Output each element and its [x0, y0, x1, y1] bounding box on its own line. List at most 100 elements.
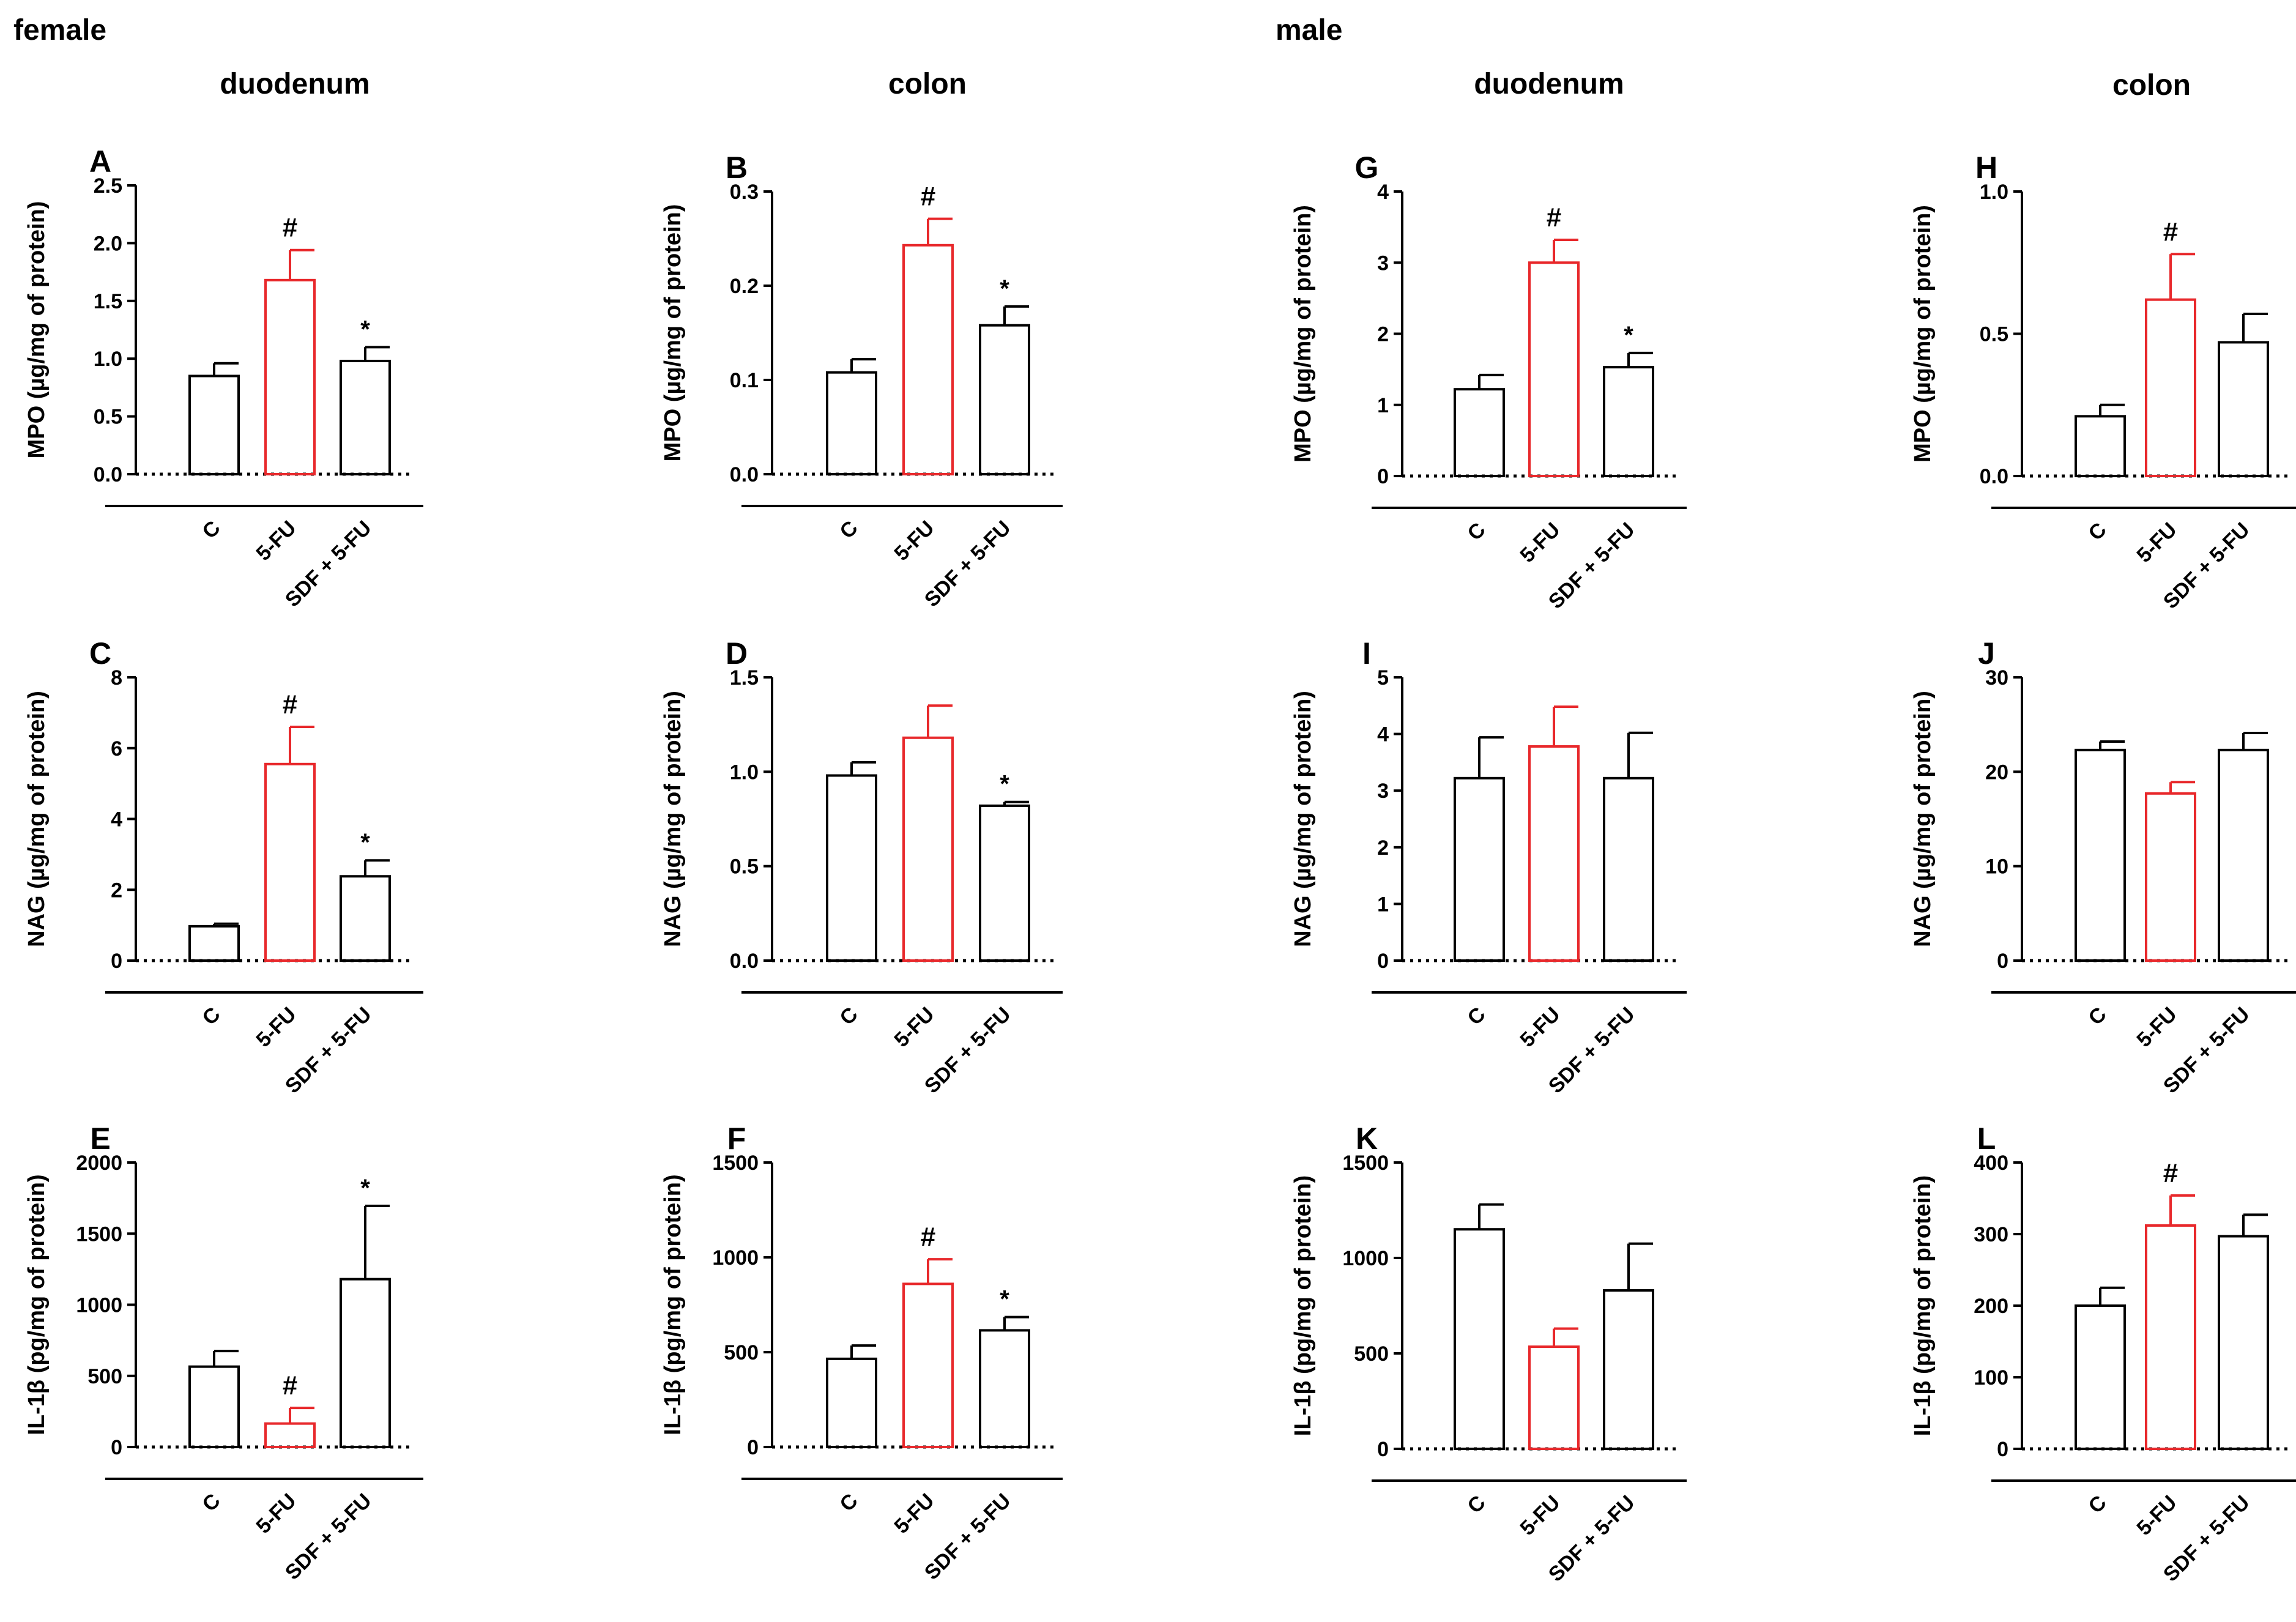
- x-tick-label-d-1: C: [835, 1003, 862, 1030]
- panel-letter-c: C: [89, 636, 111, 671]
- significance-mark-h-2: #: [2163, 217, 2178, 247]
- bar-e-3: [340, 1278, 391, 1448]
- y-tick-label-g: 2: [1377, 323, 1389, 346]
- bar-h-2: [2145, 298, 2196, 477]
- y-tick-label-f: 1000: [712, 1246, 759, 1270]
- bar-d-2: [902, 736, 954, 962]
- y-tick-label-d: 0.5: [730, 855, 759, 879]
- y-tick-label-f: 500: [724, 1341, 759, 1364]
- significance-mark-e-2: #: [283, 1371, 297, 1401]
- y-tick-label-a: 1.0: [94, 348, 122, 371]
- x-tick-label-e-2: 5-FU: [251, 1489, 300, 1538]
- y-tick-label-e: 1000: [76, 1294, 122, 1317]
- bar-k-3: [1603, 1289, 1654, 1451]
- panel-letter-j: J: [1978, 636, 1995, 671]
- significance-mark-a-3: *: [360, 316, 370, 343]
- x-tick-label-k-2: 5-FU: [1515, 1491, 1564, 1540]
- y-tick-label-k: 1500: [1342, 1151, 1389, 1175]
- y-tick-label-j: 10: [1985, 855, 2008, 879]
- y-tick-label-c: 4: [111, 808, 122, 831]
- bar-j-2: [2145, 792, 2196, 962]
- bar-f-2: [902, 1282, 954, 1448]
- x-tick-label-k-1: C: [1463, 1491, 1490, 1518]
- x-tick-label-i-1: C: [1463, 1003, 1490, 1030]
- significance-mark-b-3: *: [1000, 275, 1009, 302]
- bar-b-1: [826, 371, 877, 475]
- bar-g-1: [1454, 388, 1505, 477]
- panel-f: F IL-1β (pg/mg of protein) 0 500 1000 1500 C #5…: [660, 1122, 1063, 1585]
- panel-letter-g: G: [1355, 151, 1379, 185]
- panel-letter-l: L: [1977, 1122, 1996, 1156]
- y-axis-label-k: IL-1β (pg/mg of protein): [1290, 1175, 1316, 1436]
- y-axis-label-e: IL-1β (pg/mg of protein): [24, 1174, 50, 1435]
- bar-c-2: [264, 762, 316, 962]
- y-axis-label-l: IL-1β (pg/mg of protein): [1910, 1175, 1936, 1436]
- significance-mark-f-2: #: [921, 1222, 935, 1252]
- y-tick-label-h: 1.0: [1980, 180, 2008, 204]
- y-tick-label-k: 0: [1377, 1438, 1389, 1461]
- significance-mark-e-3: *: [360, 1175, 370, 1202]
- y-tick-label-l: 400: [1974, 1151, 2008, 1175]
- x-tick-label-j-1: C: [2084, 1003, 2111, 1030]
- y-tick-label-b: 0.0: [730, 463, 759, 486]
- bar-e-2: [264, 1422, 316, 1448]
- panel-e: E IL-1β (pg/mg of protein) 0 500 1000 1500 200…: [24, 1122, 423, 1585]
- y-tick-label-k: 500: [1354, 1342, 1389, 1366]
- y-axis-label-j: NAG (µg/mg of protein): [1910, 691, 1936, 947]
- bar-i-3: [1603, 776, 1654, 962]
- y-tick-label-a: 0.0: [94, 463, 122, 486]
- x-tick-label-f-2: 5-FU: [890, 1489, 938, 1538]
- region-label-female-duodenum: duodenum: [220, 68, 370, 100]
- bar-c-1: [188, 924, 240, 962]
- y-tick-label-a: 0.5: [94, 406, 122, 429]
- y-tick-label-c: 6: [111, 737, 122, 761]
- x-tick-label-f-1: C: [835, 1489, 862, 1516]
- y-tick-label-h: 0.0: [1980, 465, 2008, 488]
- section-label-male: male: [1276, 14, 1342, 47]
- bar-i-1: [1454, 776, 1505, 962]
- bar-l-1: [2075, 1304, 2126, 1450]
- y-tick-label-j: 20: [1985, 761, 2008, 784]
- bar-i-2: [1528, 745, 1580, 962]
- y-axis-label-c: NAG (µg/mg of protein): [24, 691, 50, 947]
- bar-g-2: [1528, 261, 1580, 477]
- bar-a-1: [188, 374, 240, 476]
- bar-a-3: [340, 359, 391, 476]
- y-axis-label-i: NAG (µg/mg of protein): [1290, 691, 1316, 947]
- region-label-female-colon: colon: [888, 68, 967, 100]
- y-tick-label-d: 0.0: [730, 950, 759, 973]
- y-axis-label-b: MPO (µg/mg of protein): [660, 204, 686, 462]
- region-label-male-colon: colon: [2112, 69, 2191, 102]
- bar-g-3: [1603, 366, 1654, 478]
- panel-k: K IL-1β (pg/mg of protein) 0 500 1000 1500 C 5-…: [1290, 1122, 1687, 1587]
- y-tick-label-f: 1500: [712, 1151, 759, 1175]
- significance-mark-l-2: #: [2163, 1158, 2178, 1188]
- y-tick-label-e: 1500: [76, 1222, 122, 1246]
- panel-letter-b: B: [726, 151, 748, 185]
- bar-j-3: [2218, 748, 2269, 962]
- y-tick-label-g: 4: [1377, 180, 1389, 204]
- significance-mark-f-3: *: [1000, 1286, 1009, 1313]
- significance-mark-a-2: #: [283, 213, 297, 243]
- y-tick-label-f: 0: [747, 1436, 759, 1459]
- y-tick-label-i: 2: [1377, 836, 1389, 860]
- panel-d: D NAG (µg/mg of protein) 0.0 0.5 1.0 1.5 C 5-FU…: [660, 636, 1063, 1098]
- y-axis-label-g: MPO (µg/mg of protein): [1290, 205, 1316, 463]
- y-tick-label-i: 1: [1377, 893, 1389, 916]
- x-tick-label-a-2: 5-FU: [251, 516, 300, 565]
- significance-mark-b-2: #: [921, 182, 935, 212]
- y-tick-label-j: 0: [1997, 950, 2008, 973]
- x-tick-label-c-1: C: [198, 1003, 225, 1030]
- panel-letter-e: E: [90, 1122, 110, 1156]
- bar-a-2: [264, 278, 316, 475]
- bar-d-1: [826, 774, 877, 962]
- y-tick-label-b: 0.2: [730, 275, 759, 298]
- bar-b-3: [979, 324, 1030, 475]
- bar-h-1: [2075, 415, 2126, 477]
- y-tick-label-j: 30: [1985, 666, 2008, 690]
- x-tick-label-e-1: C: [198, 1489, 225, 1516]
- x-tick-label-i-2: 5-FU: [1515, 1003, 1564, 1052]
